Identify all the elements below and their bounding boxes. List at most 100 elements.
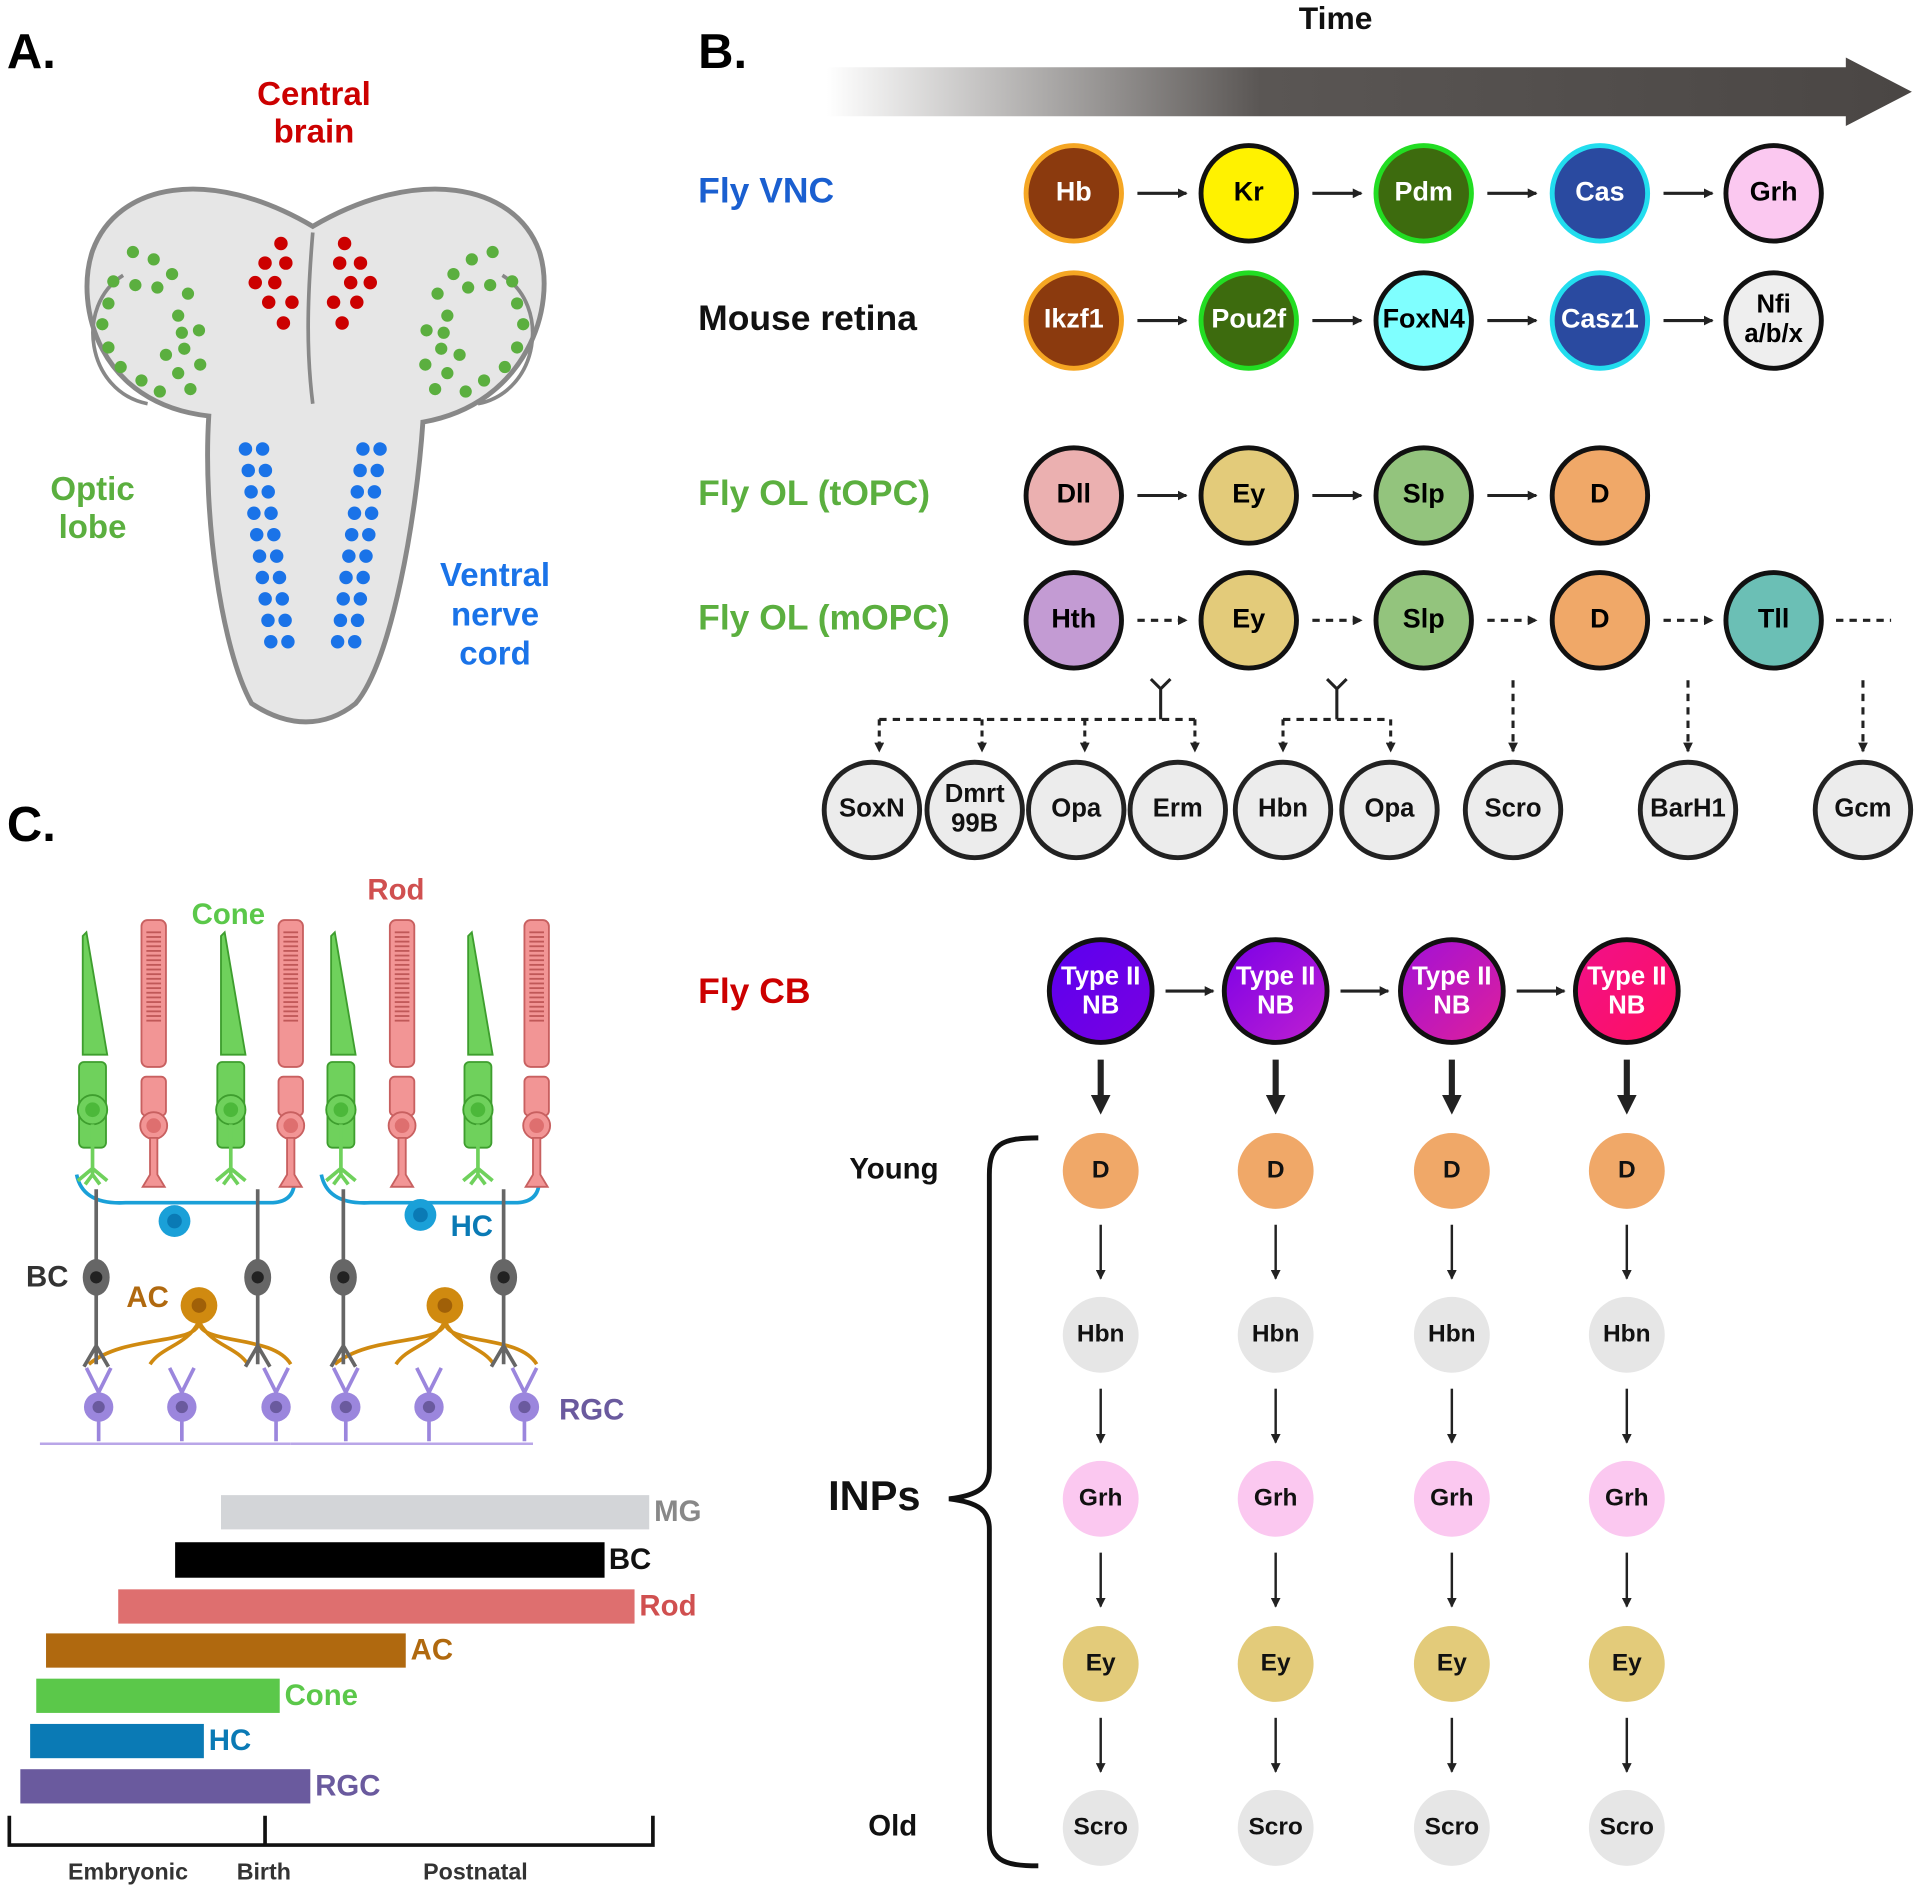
neuroblast-dot — [165, 267, 179, 281]
temporal-row: Fly OL (mOPC) Hth Ey Slp D Tll — [698, 570, 1892, 671]
target-gene-node: Gcm — [1812, 759, 1914, 861]
inp-circle — [1413, 1296, 1490, 1373]
tf-node-label: Casz1 — [1561, 304, 1639, 334]
tf-node-circle — [1723, 570, 1824, 671]
tf-node-label: D — [1590, 479, 1609, 509]
neuroblast-dot — [347, 506, 362, 520]
rgc-nucleus — [339, 1400, 352, 1414]
neuroblast-dot — [431, 287, 444, 300]
panel-label-a: A. — [7, 25, 56, 79]
tf-node-label: Tll — [1758, 603, 1789, 633]
neuroblast-dot — [343, 275, 358, 290]
neuroblast-dot — [344, 527, 359, 542]
birth-bar — [175, 1542, 605, 1578]
neuroblast-dot — [364, 506, 379, 520]
tf-node: Casz1 — [1549, 270, 1651, 371]
neuroblast-dot — [477, 374, 491, 387]
cone-photoreceptor — [214, 930, 247, 1186]
inp-label: Hbn — [1252, 1320, 1300, 1347]
inp-node: Hbn — [1237, 1296, 1314, 1373]
row-label: Fly VNC — [698, 171, 834, 211]
inp-node: Hbn — [1588, 1296, 1665, 1373]
target-gene-label: Opa — [1051, 795, 1102, 823]
inp-circle — [1062, 1296, 1139, 1373]
neuroblast-dot — [342, 549, 356, 563]
central-brain-label-line: brain — [274, 113, 355, 150]
tf-node: Dll — [1023, 445, 1124, 546]
ventral-nerve-cord-label-line: cord — [459, 635, 531, 672]
neuroblast-label: NB — [1082, 992, 1119, 1020]
target-gene-circle — [1339, 759, 1440, 861]
tf-node-label: Kr — [1234, 176, 1264, 206]
neuroblast-dot — [102, 341, 115, 354]
neuroblast-dot — [126, 245, 140, 259]
inp-circle — [1413, 1460, 1490, 1537]
inp-label: Scro — [1074, 1813, 1128, 1840]
neuroblast-dot — [274, 236, 288, 251]
inp-node: Grh — [1062, 1460, 1139, 1537]
brain-outline — [84, 186, 547, 725]
neuroblast-dot — [172, 367, 185, 380]
row-label: Fly OL (tOPC) — [698, 473, 930, 513]
neuroblast-circle — [1221, 937, 1330, 1045]
neuroblast-dot — [428, 382, 442, 396]
ac-process — [87, 1320, 293, 1366]
birth-bar-label: Rod — [639, 1589, 696, 1622]
tf-node: Ey — [1198, 445, 1299, 546]
neuroblast-dot — [238, 442, 253, 456]
neuroblast-dot — [278, 613, 292, 628]
birth-bar — [36, 1678, 280, 1713]
target-gene-node: Opa — [1339, 759, 1440, 861]
inp-node: Grh — [1237, 1460, 1314, 1537]
neuroblast-dot — [285, 295, 299, 309]
inp-circle — [1588, 1132, 1665, 1209]
inp-label: D — [1092, 1156, 1110, 1183]
inp-label: Scro — [1425, 1813, 1479, 1840]
neuroblast-dot — [350, 295, 364, 309]
tf-node-label: Ey — [1232, 603, 1265, 633]
neuroblast-dot — [264, 635, 278, 649]
old-label: Old — [868, 1810, 917, 1843]
tf-node-circle — [1549, 143, 1651, 244]
neuroblast-dot — [247, 506, 261, 520]
birth-bar — [20, 1769, 311, 1804]
target-gene-node: Opa — [1026, 759, 1127, 861]
tf-node-label: Pdm — [1395, 176, 1453, 206]
temporal-row: Fly VNC Hb Kr Pdm Cas Grh — [698, 143, 1824, 244]
time-arrow: Time — [826, 0, 1912, 127]
target-gene-circle — [924, 759, 1025, 861]
hc-process — [74, 1174, 297, 1205]
rod-photoreceptor — [387, 919, 417, 1188]
birth-bar — [118, 1589, 635, 1624]
inp-label: D — [1267, 1156, 1285, 1183]
neuroblast-circle — [1046, 937, 1155, 1045]
inp-label: Ey — [1261, 1649, 1291, 1676]
birth-bar — [220, 1495, 650, 1530]
neuroblast-dot — [362, 527, 376, 542]
neuroblast-dot — [249, 527, 264, 542]
target-gene-label: Opa — [1364, 795, 1415, 823]
neuroblast-label: NB — [1433, 992, 1470, 1020]
time-arrow-shape — [826, 57, 1912, 127]
tf-node: Slp — [1373, 445, 1474, 546]
inp-circle — [1588, 1296, 1665, 1373]
neuroblast-dot — [353, 592, 368, 606]
neuroblast-dot — [248, 275, 262, 290]
inp-label: Hbn — [1428, 1320, 1476, 1347]
inp-node: D — [1413, 1132, 1490, 1209]
neuroblast-dot — [465, 253, 478, 266]
neuroblast-dot — [486, 245, 499, 259]
row-label: Mouse retina — [698, 298, 917, 338]
tf-node-circle — [1023, 570, 1124, 671]
ac-process — [333, 1320, 539, 1366]
neuroblast-dot — [261, 295, 276, 309]
inp-node: Ey — [1062, 1626, 1139, 1702]
inp-node: Scro — [1237, 1790, 1314, 1866]
inp-node: Grh — [1413, 1460, 1490, 1537]
neuroblast-dot — [420, 324, 433, 337]
tf-node-label: Hth — [1051, 603, 1096, 633]
